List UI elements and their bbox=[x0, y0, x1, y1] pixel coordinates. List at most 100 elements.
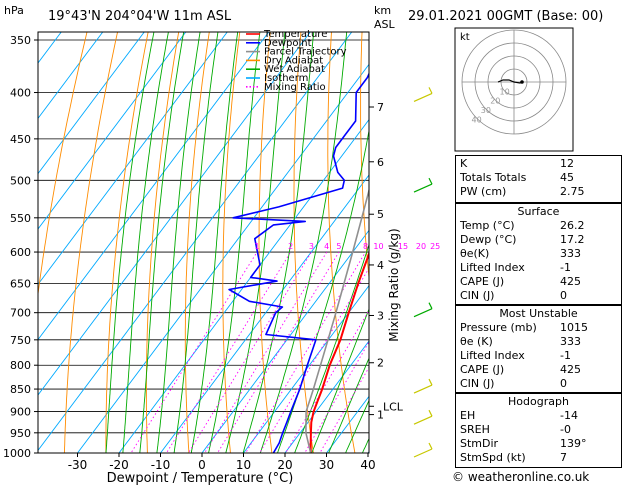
mu-cin-label: CIN (J) bbox=[460, 377, 495, 390]
dry-adiabat-line bbox=[293, 32, 314, 453]
pressure-tick-label: 600 bbox=[10, 246, 31, 259]
surface-cin-label: CIN (J) bbox=[460, 289, 495, 302]
hodo-sreh-value: -0 bbox=[560, 423, 571, 436]
wet-adiabat-line bbox=[277, 128, 369, 453]
legend-label: Mixing Ratio bbox=[264, 82, 326, 93]
dry-adiabat-line bbox=[622, 0, 629, 472]
mixing-ratio-axis-title: Mixing Ratio (g/kg) bbox=[387, 228, 401, 341]
chart-curves bbox=[228, 71, 369, 453]
asl-unit-label: ASL bbox=[374, 18, 396, 31]
mixing-ratio-line bbox=[204, 251, 328, 453]
pressure-tick-label: 850 bbox=[10, 383, 31, 396]
dewpoint-profile bbox=[228, 71, 369, 453]
mixing-ratio-line bbox=[245, 251, 366, 453]
isotherm-line bbox=[0, 0, 113, 472]
km-tick-label: 4 bbox=[377, 259, 384, 272]
hodo-eh-label: EH bbox=[460, 409, 476, 422]
mu-li-label: Lifted Index bbox=[460, 349, 525, 362]
plot-frame bbox=[37, 31, 370, 454]
pressure-tick-label: 500 bbox=[10, 174, 31, 187]
wind-barb bbox=[413, 92, 433, 102]
wind-barb bbox=[413, 415, 433, 425]
legend-label: Dry Adiabat bbox=[264, 55, 323, 66]
parcel-trajectory-profile bbox=[305, 187, 369, 453]
temp-tick-label: 30 bbox=[319, 458, 334, 472]
km-tick-label: 6 bbox=[377, 156, 384, 169]
pressure-tick-label: 650 bbox=[10, 278, 31, 291]
km-tick-label: 5 bbox=[377, 208, 384, 221]
hodo-eh-value: -14 bbox=[560, 409, 578, 422]
mu-cin-value: 0 bbox=[560, 377, 567, 390]
hodograph-kt-label: kt bbox=[460, 32, 470, 43]
km-tick-label: 3 bbox=[377, 310, 384, 323]
wind-barb bbox=[428, 409, 433, 417]
temp-tick-label: -20 bbox=[109, 458, 129, 472]
pressure-tick-label: 750 bbox=[10, 334, 31, 347]
dry-adiabat-line bbox=[145, 32, 180, 453]
surface-dewp-label: Dewp (°C) bbox=[460, 233, 517, 246]
mixing-ratio-label: 1 bbox=[254, 242, 259, 251]
isotherm-line bbox=[201, 229, 369, 453]
surface-panel: Surface Temp (°C) 26.2 Dewp (°C) 17.2 θe(K… bbox=[455, 203, 622, 305]
wet-adiabat-line bbox=[122, 32, 169, 453]
mu-thetae-value: 333 bbox=[560, 335, 581, 348]
km-tick-label: 1 bbox=[377, 409, 384, 422]
mu-li-value: -1 bbox=[560, 349, 571, 362]
hodograph-table-panel: Hodograph EH -14 SREH -0 StmDir 139° StmSpd… bbox=[455, 393, 622, 468]
index-k-label: K bbox=[460, 157, 468, 170]
wet-adiabat-line bbox=[105, 32, 155, 453]
wind-barb bbox=[428, 302, 433, 309]
mixing-ratio-label: 25 bbox=[430, 242, 440, 251]
wind-barb bbox=[413, 308, 433, 318]
isotherm-line bbox=[38, 32, 62, 64]
isotherm-line bbox=[38, 32, 311, 396]
chart-grid bbox=[0, 0, 629, 472]
hodograph-ring-label: 10 bbox=[500, 87, 510, 96]
pressure-tick-label: 550 bbox=[10, 212, 31, 225]
index-tt-label: Totals Totals bbox=[460, 171, 527, 184]
isotherm-line bbox=[38, 32, 228, 286]
wet-adiabat-line bbox=[156, 32, 201, 453]
mixing-ratio-label: 8 bbox=[363, 242, 368, 251]
dry-adiabat-line bbox=[222, 32, 241, 453]
temperature-profile bbox=[309, 250, 369, 453]
wind-barb bbox=[413, 448, 433, 458]
temp-tick-label: -30 bbox=[68, 458, 88, 472]
pressure-tick-label: 700 bbox=[10, 307, 31, 320]
mu-pressure-value: 1015 bbox=[560, 321, 588, 334]
mixing-ratio-label: 4 bbox=[324, 242, 329, 251]
hodo-stmspd-label: StmSpd (kt) bbox=[460, 451, 526, 464]
mu-cape-label: CAPE (J) bbox=[460, 363, 505, 376]
copyright-footer: © weatheronline.co.uk bbox=[452, 470, 590, 484]
datetime-title: 29.01.2021 00GMT (Base: 00) bbox=[408, 9, 603, 24]
legend-label: Dewpoint bbox=[264, 38, 312, 49]
hodograph-storm-motion bbox=[520, 80, 524, 84]
most-unstable-panel: Most Unstable Pressure (mb) 1015 θe (K) 33… bbox=[455, 305, 622, 393]
mixing-ratio-label: 20 bbox=[416, 242, 426, 251]
surface-temp-value: 26.2 bbox=[560, 219, 585, 232]
isotherm-line bbox=[242, 284, 369, 453]
wet-adiabat-line bbox=[259, 32, 348, 453]
hodo-stmdir-label: StmDir bbox=[460, 437, 499, 450]
wet-adiabat-line bbox=[173, 32, 219, 453]
wind-barb bbox=[428, 177, 433, 185]
hodograph-ring-label: 30 bbox=[481, 106, 491, 115]
wet-adiabat-line bbox=[242, 32, 315, 453]
surface-title: Surface bbox=[517, 205, 560, 218]
surface-cin-value: 0 bbox=[560, 289, 567, 302]
hodograph-ring-label: 20 bbox=[490, 97, 500, 106]
wind-barb bbox=[428, 87, 433, 94]
x-axis-title: Dewpoint / Temperature (°C) bbox=[107, 471, 294, 486]
pressure-tick-label: 800 bbox=[10, 359, 31, 372]
legend-label: Parcel Trajectory bbox=[264, 47, 347, 58]
temp-tick-label: 10 bbox=[236, 458, 251, 472]
wind-barb bbox=[413, 183, 433, 193]
mixing-ratio-label: 3 bbox=[309, 242, 314, 251]
temp-tick-label: 20 bbox=[277, 458, 292, 472]
isotherm-line bbox=[76, 63, 369, 453]
wind-barb bbox=[413, 384, 433, 394]
isotherm-line bbox=[38, 32, 270, 341]
hodograph-table-title: Hodograph bbox=[508, 395, 569, 408]
